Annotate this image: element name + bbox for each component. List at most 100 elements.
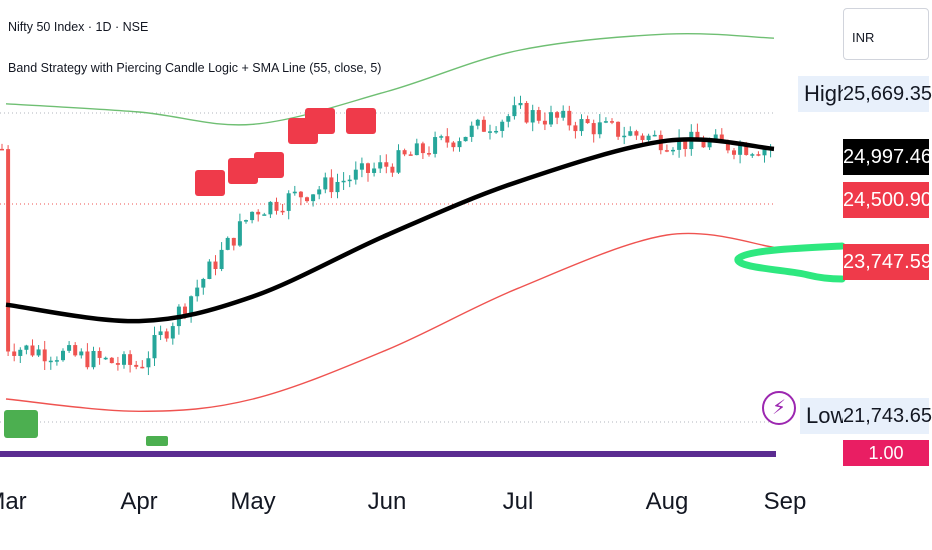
candle-body <box>646 135 651 141</box>
candle-body <box>414 143 419 156</box>
candle-body <box>122 354 126 365</box>
candle-body <box>475 119 480 126</box>
candle-body <box>335 181 340 193</box>
candle-body <box>469 125 474 137</box>
candle-body <box>366 163 370 173</box>
candle-body <box>201 278 206 288</box>
candle-body <box>488 131 492 133</box>
candle-body <box>134 364 139 367</box>
candle-body <box>359 163 364 170</box>
candle-body <box>128 354 133 365</box>
lower-band-line <box>5 232 775 413</box>
candle-body <box>390 166 395 173</box>
candle-body <box>634 131 639 136</box>
candle-body <box>408 154 413 156</box>
high-price-tag: 25,669.35 <box>843 76 932 112</box>
candle-body <box>36 349 41 356</box>
candle-body <box>677 137 682 150</box>
time-axis-label: Sep <box>763 488 807 515</box>
candle-body <box>524 102 529 123</box>
indicator-legend[interactable]: Band Strategy with Piercing Candle Logic… <box>8 61 382 75</box>
candle-body <box>79 351 84 356</box>
buy-signal-label <box>4 410 38 438</box>
candle-body <box>536 110 541 121</box>
lower-band-price-tag: 23,747.59 <box>843 244 932 280</box>
highlight-stroke <box>734 242 846 283</box>
time-axis-label: Jul <box>502 488 534 515</box>
candle-body <box>109 357 114 364</box>
candle-body <box>24 345 29 350</box>
candle-body <box>164 331 169 339</box>
candle-body <box>140 366 145 369</box>
low-price-tag: 21,743.65 <box>843 398 932 434</box>
candle-body <box>597 122 602 135</box>
candle-body <box>732 150 736 155</box>
candle-body <box>549 112 553 125</box>
candle-body <box>6 149 11 352</box>
candle-body <box>311 194 316 202</box>
candle-body <box>262 214 267 216</box>
candle-body <box>268 201 273 215</box>
candle-body <box>189 296 194 314</box>
candle-body <box>323 177 328 190</box>
candle-body <box>115 363 120 365</box>
candle-body <box>372 168 377 173</box>
candle-body <box>701 141 706 148</box>
sma-line <box>5 137 775 324</box>
candle-body <box>18 349 23 356</box>
candle-body <box>67 345 72 351</box>
candle-body <box>183 306 187 314</box>
candle-body <box>481 119 486 132</box>
sell-signal-label <box>228 158 258 184</box>
candle-body <box>420 143 425 154</box>
candle-body <box>329 177 334 193</box>
sell-signal-label <box>195 170 225 196</box>
candle-body <box>494 130 499 133</box>
candle-body <box>30 345 35 356</box>
candle-body <box>573 125 578 132</box>
candle-body <box>707 140 712 148</box>
candle-body <box>396 150 401 173</box>
candle-body <box>506 116 511 122</box>
candle-body <box>738 145 743 155</box>
sma-price-tag: 24,997.46 <box>843 139 932 175</box>
lightning-icon[interactable]: ⚡ <box>762 391 796 425</box>
candle-body <box>250 211 255 221</box>
candle-body <box>762 149 767 156</box>
candle-body <box>85 351 90 368</box>
candle-body <box>0 148 4 151</box>
time-axis-label: Mar <box>0 488 27 515</box>
candle-body <box>555 112 560 118</box>
time-axis-label: Apr <box>120 488 158 515</box>
candle-body <box>616 121 621 137</box>
candle-body <box>231 237 236 246</box>
candle-body <box>244 220 248 222</box>
currency-selector[interactable]: INR <box>843 8 929 60</box>
candle-body <box>347 179 352 182</box>
candle-body <box>103 357 108 360</box>
candle-body <box>530 110 535 123</box>
sell-signal-label <box>305 108 335 134</box>
signal-labels <box>4 108 376 446</box>
candle-body <box>256 211 261 215</box>
buy-signal-label <box>146 436 168 446</box>
close-price-tag: 24,500.90 <box>843 182 932 218</box>
candle-body <box>195 287 200 297</box>
candle-body <box>305 197 309 202</box>
time-axis-label: May <box>230 488 276 515</box>
grid-lines <box>0 112 776 423</box>
time-axis-label: Aug <box>645 488 689 515</box>
candle-body <box>713 134 718 141</box>
candle-body <box>463 136 468 142</box>
candle-body <box>561 110 566 118</box>
candle-body <box>457 141 462 148</box>
candle-body <box>12 351 17 356</box>
candle-body <box>683 137 688 150</box>
candle-body <box>756 154 761 156</box>
upper-band-line <box>5 32 775 126</box>
candle-body <box>237 221 242 246</box>
candle-body <box>274 201 279 211</box>
candle-body <box>439 136 444 138</box>
candle-body <box>652 134 657 137</box>
